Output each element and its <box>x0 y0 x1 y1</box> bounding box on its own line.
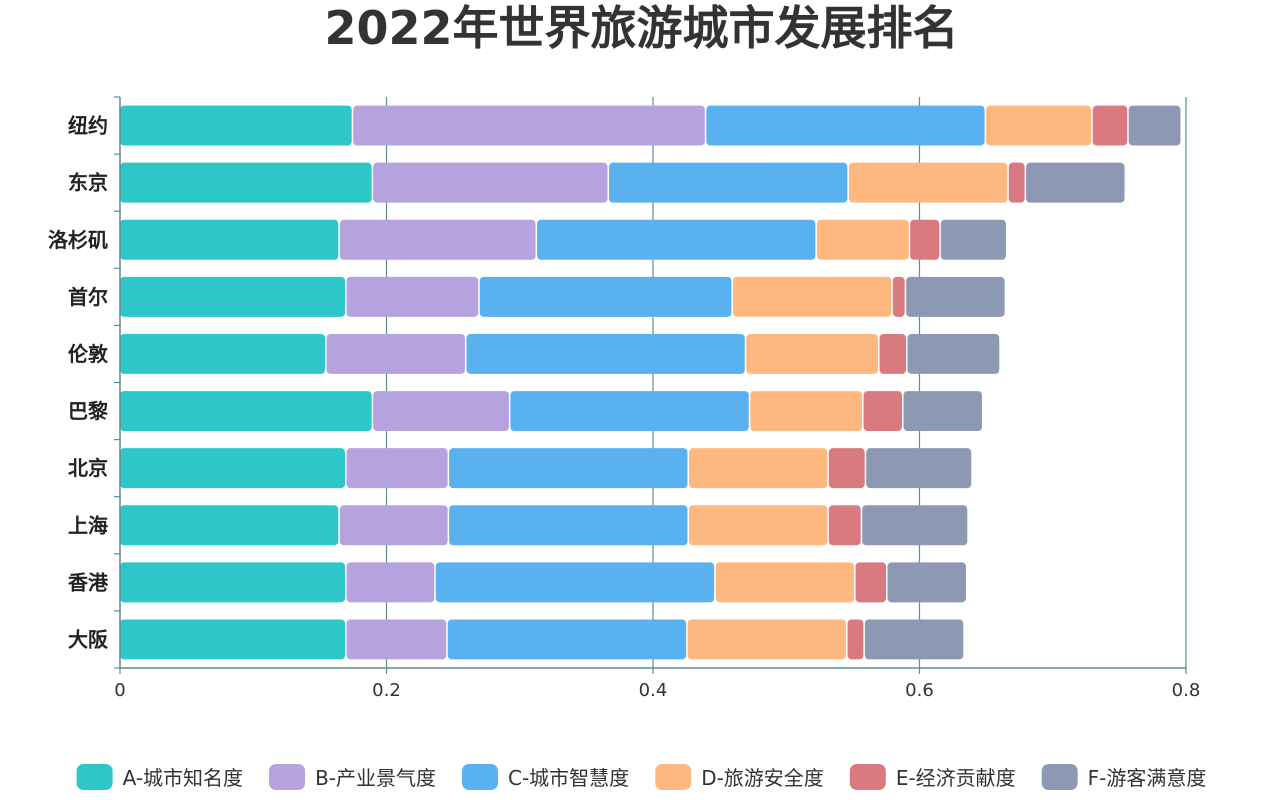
axes <box>114 96 1187 674</box>
bar-segment[interactable] <box>120 162 372 203</box>
legend-label: F-游客满意度 <box>1088 766 1207 790</box>
x-tick-label: 0.2 <box>372 680 401 701</box>
legend: A-城市知名度 B-产业景气度 C-城市智慧度 D-旅游安全度 E-经济贡献度 F-游客满… <box>76 764 1207 790</box>
bar-segment[interactable] <box>373 162 608 203</box>
bar-segment[interactable] <box>120 391 372 432</box>
bar-segment[interactable] <box>510 391 749 432</box>
x-tick-label: 0.4 <box>639 680 668 701</box>
bar-segment[interactable] <box>449 505 688 546</box>
bar-segment[interactable] <box>479 276 732 317</box>
bar-segment[interactable] <box>906 276 1005 317</box>
legend-swatch[interactable] <box>1041 764 1078 790</box>
bar-segment[interactable] <box>715 562 855 603</box>
bar-segment[interactable] <box>892 276 905 317</box>
legend-swatch[interactable] <box>655 764 692 790</box>
bar-segment[interactable] <box>466 333 745 374</box>
bar-segment[interactable] <box>326 333 465 374</box>
legend-label: E-经济贡献度 <box>896 766 1016 790</box>
legend-swatch[interactable] <box>269 764 306 790</box>
legend-label: A-城市知名度 <box>123 766 243 790</box>
category-label: 上海 <box>68 513 108 537</box>
bar-segment[interactable] <box>732 276 892 317</box>
bar-segment[interactable] <box>910 219 940 260</box>
bar-segment[interactable] <box>848 162 1008 203</box>
chart-title: 2022年世界旅游城市发展排名 <box>324 1 959 55</box>
bar-segment[interactable] <box>903 391 982 432</box>
bar-segment[interactable] <box>346 562 435 603</box>
bar-segment[interactable] <box>828 448 865 489</box>
category-label: 香港 <box>68 570 109 594</box>
bar-segment[interactable] <box>120 448 346 489</box>
bars <box>120 105 1181 660</box>
bar-segment[interactable] <box>750 391 863 432</box>
bar-segment[interactable] <box>688 448 828 489</box>
bar-segment[interactable] <box>687 619 847 660</box>
bar-segment[interactable] <box>339 219 536 260</box>
bar-segment[interactable] <box>449 448 688 489</box>
category-label: 东京 <box>68 171 108 195</box>
x-tick-label: 0.8 <box>1172 680 1201 701</box>
bar-segment[interactable] <box>828 505 861 546</box>
bar-segment[interactable] <box>353 105 705 146</box>
bar-segment[interactable] <box>940 219 1006 260</box>
bar-segment[interactable] <box>986 105 1092 146</box>
bar-segment[interactable] <box>120 276 346 317</box>
category-label: 伦敦 <box>68 342 109 366</box>
bar-segment[interactable] <box>120 333 326 374</box>
bar-segment[interactable] <box>879 333 907 374</box>
legend-label: B-产业景气度 <box>315 766 436 790</box>
bar-segment[interactable] <box>120 505 339 546</box>
bar-segment[interactable] <box>346 619 447 660</box>
bar-segment[interactable] <box>373 391 509 432</box>
bar-segment[interactable] <box>1008 162 1025 203</box>
bar-segment[interactable] <box>862 505 968 546</box>
bar-segment[interactable] <box>887 562 966 603</box>
bar-segment[interactable] <box>816 219 909 260</box>
bar-segment[interactable] <box>706 105 985 146</box>
x-tick-label: 0.6 <box>905 680 934 701</box>
bar-segment[interactable] <box>537 219 816 260</box>
bar-segment[interactable] <box>1092 105 1128 146</box>
bar-segment[interactable] <box>120 105 352 146</box>
legend-swatch[interactable] <box>462 764 498 790</box>
bar-segment[interactable] <box>688 505 828 546</box>
bar-segment[interactable] <box>907 333 1000 374</box>
bar-segment[interactable] <box>346 276 479 317</box>
category-label: 大阪 <box>68 627 109 651</box>
category-label: 洛杉矶 <box>48 228 108 252</box>
bar-segment[interactable] <box>855 562 887 603</box>
bar-segment[interactable] <box>746 333 879 374</box>
category-label: 纽约 <box>68 114 108 138</box>
legend-swatch[interactable] <box>849 764 886 790</box>
bar-segment[interactable] <box>864 619 964 660</box>
category-label: 首尔 <box>68 285 108 309</box>
bar-segment[interactable] <box>1128 105 1181 146</box>
bar-segment[interactable] <box>435 562 715 603</box>
bar-segment[interactable] <box>346 448 448 489</box>
bar-segment[interactable] <box>339 505 448 546</box>
bar-segment[interactable] <box>609 162 848 203</box>
legend-label: D-旅游安全度 <box>701 766 824 790</box>
bar-segment[interactable] <box>866 448 972 489</box>
legend-swatch[interactable] <box>76 764 113 790</box>
bar-segment[interactable] <box>447 619 687 660</box>
bar-segment[interactable] <box>847 619 864 660</box>
category-label: 北京 <box>68 456 108 480</box>
x-tick-labels: 0 0.2 0.4 0.6 0.8 <box>114 680 1200 701</box>
category-label: 巴黎 <box>68 399 108 423</box>
legend-label: C-城市智慧度 <box>508 766 629 790</box>
bar-segment[interactable] <box>120 619 346 660</box>
bar-segment[interactable] <box>120 219 339 260</box>
x-tick-label: 0 <box>114 680 125 701</box>
bar-segment[interactable] <box>1026 162 1125 203</box>
bar-segment[interactable] <box>120 562 346 603</box>
bar-segment[interactable] <box>863 391 903 432</box>
